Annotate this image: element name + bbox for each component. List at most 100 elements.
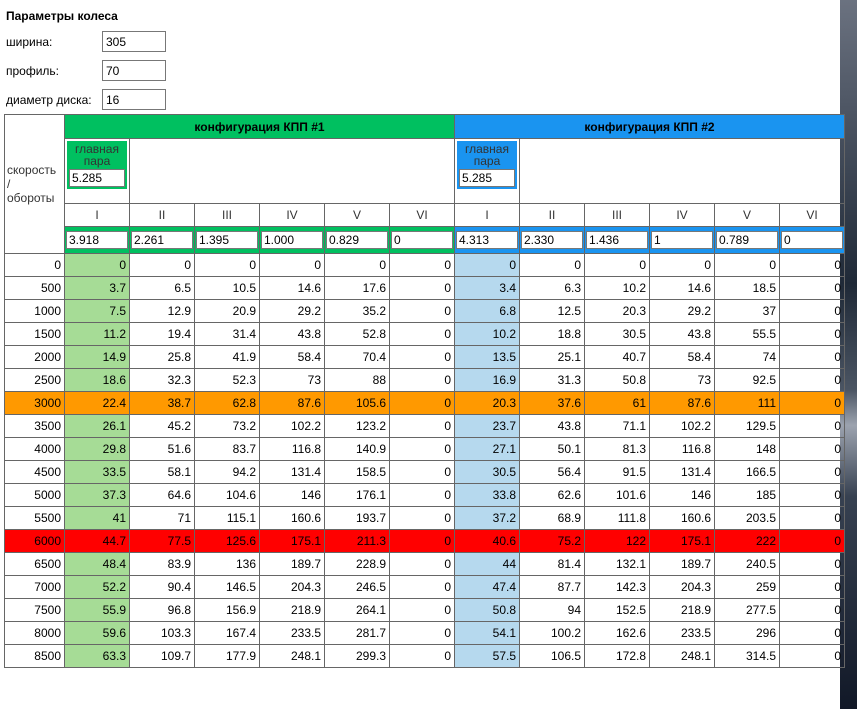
gear-ratio-input-c2-2[interactable] bbox=[521, 231, 583, 249]
speed-cell-config2-gear6: 0 bbox=[779, 506, 845, 530]
speed-cell-config1-gear3: 52.3 bbox=[194, 368, 260, 392]
speed-cell-config1-gear2: 58.1 bbox=[129, 460, 195, 484]
wheel-params-title: Параметры колеса bbox=[6, 9, 118, 23]
rpm-cell: 8500 bbox=[4, 644, 65, 668]
speed-cell-config1-gear2: 0 bbox=[129, 253, 195, 277]
speed-cell-config1-gear1: 59.6 bbox=[64, 621, 130, 645]
speed-cell-config2-gear4: 102.2 bbox=[649, 414, 715, 438]
ratio-cell-c2-1 bbox=[454, 226, 520, 254]
gear-ratio-input-c2-4[interactable] bbox=[651, 231, 713, 249]
speed-cell-config1-gear3: 136 bbox=[194, 552, 260, 576]
config1-title: конфигурация КПП #1 bbox=[64, 114, 455, 139]
speed-cell-config1-gear2: 38.7 bbox=[129, 391, 195, 415]
speed-cell-config2-gear2: 31.3 bbox=[519, 368, 585, 392]
table-row: 7000 52.2 90.4 146.5 204.3 246.5 0 47.4 87.7 142.… bbox=[4, 575, 845, 599]
rpm-cell: 0 bbox=[4, 253, 65, 277]
rpm-cell: 3500 bbox=[4, 414, 65, 438]
speed-cell-config2-gear5: 314.5 bbox=[714, 644, 780, 668]
width-label: ширина: bbox=[6, 35, 53, 49]
main-pair1-cell: главная пара bbox=[64, 138, 130, 204]
speed-cell-config1-gear6: 0 bbox=[389, 621, 455, 645]
ratio-cell-c1-2 bbox=[129, 226, 195, 254]
speed-cell-config2-gear5: 296 bbox=[714, 621, 780, 645]
table-row: 8000 59.6 103.3 167.4 233.5 281.7 0 54.1 100.2 16… bbox=[4, 621, 845, 645]
speed-cell-config1-gear2: 45.2 bbox=[129, 414, 195, 438]
table-row: 5500 41 71 115.1 160.6 193.7 0 37.2 68.9 111.8 160… bbox=[4, 506, 845, 530]
speed-cell-config2-gear2: 81.4 bbox=[519, 552, 585, 576]
main-pair1-box: главная пара bbox=[67, 141, 127, 189]
main-pair1-input[interactable] bbox=[69, 169, 125, 187]
speed-cell-config2-gear6: 0 bbox=[779, 621, 845, 645]
rpm-cell: 3000 bbox=[4, 391, 65, 415]
speed-cell-config1-gear5: 211.3 bbox=[324, 529, 390, 553]
speed-cell-config1-gear4: 43.8 bbox=[259, 322, 325, 346]
speed-cell-config1-gear3: 156.9 bbox=[194, 598, 260, 622]
speed-cell-config1-gear5: 105.6 bbox=[324, 391, 390, 415]
speed-cell-config2-gear4: 43.8 bbox=[649, 322, 715, 346]
gear-header-c1-3: III bbox=[194, 203, 260, 227]
speed-cell-config1-gear1: 63.3 bbox=[64, 644, 130, 668]
speed-cell-config1-gear4: 73 bbox=[259, 368, 325, 392]
speed-cell-config1-gear1: 0 bbox=[64, 253, 130, 277]
config2-title: конфигурация КПП #2 bbox=[454, 114, 845, 139]
speed-cell-config1-gear4: 0 bbox=[259, 253, 325, 277]
speed-cell-config1-gear4: 29.2 bbox=[259, 299, 325, 323]
gear-header-c2-2: II bbox=[519, 203, 585, 227]
speed-cell-config2-gear4: 87.6 bbox=[649, 391, 715, 415]
main-pair2-input[interactable] bbox=[459, 169, 515, 187]
table-row: 6500 48.4 83.9 136 189.7 228.9 0 44 81.4 132.1 189… bbox=[4, 552, 845, 576]
speed-cell-config1-gear3: 31.4 bbox=[194, 322, 260, 346]
speed-cell-config2-gear3: 81.3 bbox=[584, 437, 650, 461]
profile-input[interactable] bbox=[102, 60, 166, 81]
speed-cell-config1-gear6: 0 bbox=[389, 598, 455, 622]
speed-cell-config2-gear6: 0 bbox=[779, 345, 845, 369]
speed-cell-config2-gear5: 18.5 bbox=[714, 276, 780, 300]
speed-cell-config1-gear6: 0 bbox=[389, 460, 455, 484]
table-row: 500 3.7 6.5 10.5 14.6 17.6 0 3.4 6.3 10.2 14.6 18.5… bbox=[4, 276, 845, 300]
speed-cell-config1-gear3: 20.9 bbox=[194, 299, 260, 323]
speed-cell-config2-gear1: 10.2 bbox=[454, 322, 520, 346]
main-pair2-cell: главная пара bbox=[454, 138, 520, 204]
speed-cell-config1-gear4: 189.7 bbox=[259, 552, 325, 576]
speed-cell-config1-gear1: 7.5 bbox=[64, 299, 130, 323]
speed-cell-config1-gear1: 44.7 bbox=[64, 529, 130, 553]
gear-ratio-input-c1-1[interactable] bbox=[66, 231, 128, 249]
speed-cell-config2-gear6: 0 bbox=[779, 253, 845, 277]
speed-cell-config1-gear5: 123.2 bbox=[324, 414, 390, 438]
rpm-cell: 7000 bbox=[4, 575, 65, 599]
speed-cell-config2-gear6: 0 bbox=[779, 575, 845, 599]
gear-ratio-input-c1-4[interactable] bbox=[261, 231, 323, 249]
speed-cell-config2-gear5: 203.5 bbox=[714, 506, 780, 530]
speed-cell-config2-gear5: 185 bbox=[714, 483, 780, 507]
gear-ratio-input-c2-3[interactable] bbox=[586, 231, 648, 249]
speed-cell-config2-gear3: 61 bbox=[584, 391, 650, 415]
speed-cell-config2-gear1: 16.9 bbox=[454, 368, 520, 392]
ratio-cell-c1-1 bbox=[64, 226, 130, 254]
rpm-cell: 4500 bbox=[4, 460, 65, 484]
gear-ratio-input-c2-1[interactable] bbox=[456, 231, 518, 249]
speed-cell-config1-gear3: 146.5 bbox=[194, 575, 260, 599]
diameter-input[interactable] bbox=[102, 89, 166, 110]
gear-ratio-input-c1-3[interactable] bbox=[196, 231, 258, 249]
gear-ratio-input-c1-6[interactable] bbox=[391, 231, 453, 249]
gear-speed-table: скорость / обороты конфигурация КПП #1 к… bbox=[4, 114, 845, 668]
gear-ratio-input-c1-5[interactable] bbox=[326, 231, 388, 249]
speed-cell-config1-gear4: 58.4 bbox=[259, 345, 325, 369]
speed-cell-config2-gear6: 0 bbox=[779, 391, 845, 415]
speed-cell-config1-gear4: 175.1 bbox=[259, 529, 325, 553]
width-input[interactable] bbox=[102, 31, 166, 52]
speed-cell-config1-gear2: 77.5 bbox=[129, 529, 195, 553]
speed-cell-config2-gear2: 0 bbox=[519, 253, 585, 277]
gear-ratio-input-c2-5[interactable] bbox=[716, 231, 778, 249]
gear-ratio-input-c2-6[interactable] bbox=[781, 231, 843, 249]
speed-cell-config2-gear4: 204.3 bbox=[649, 575, 715, 599]
table-row: 2000 14.9 25.8 41.9 58.4 70.4 0 13.5 25.1 40.7 58.… bbox=[4, 345, 845, 369]
speed-cell-config2-gear6: 0 bbox=[779, 437, 845, 461]
speed-cell-config2-gear2: 94 bbox=[519, 598, 585, 622]
gear-header-c2-6: VI bbox=[779, 203, 845, 227]
speed-cell-config1-gear3: 0 bbox=[194, 253, 260, 277]
speed-cell-config1-gear1: 14.9 bbox=[64, 345, 130, 369]
speed-cell-config2-gear4: 131.4 bbox=[649, 460, 715, 484]
diameter-label: диаметр диска: bbox=[6, 93, 92, 107]
gear-ratio-input-c1-2[interactable] bbox=[131, 231, 193, 249]
